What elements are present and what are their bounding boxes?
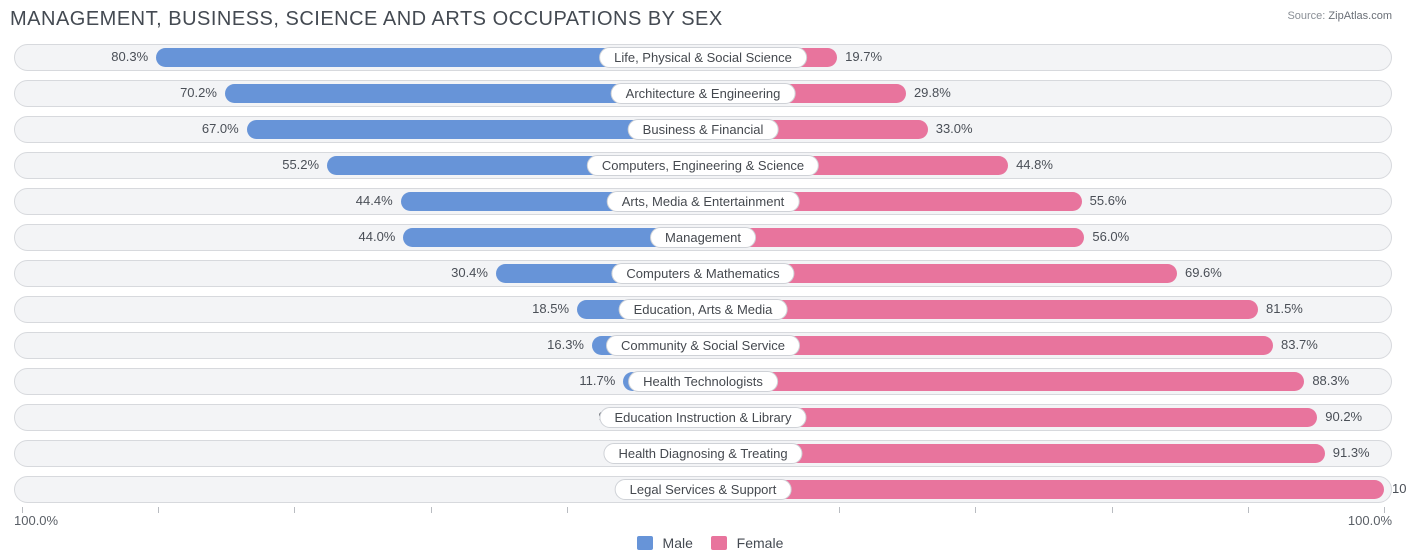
chart-row: 8.7%91.3%Health Diagnosing & Treating (14, 437, 1392, 470)
source-name: ZipAtlas.com (1328, 10, 1392, 22)
pct-label-female: 100.0% (1392, 481, 1406, 496)
category-label: Legal Services & Support (615, 479, 792, 500)
axis-tick (839, 507, 840, 513)
pct-label-male: 30.4% (451, 265, 488, 280)
pct-label-female: 55.6% (1090, 193, 1127, 208)
chart-row: 44.4% 55.6% Arts, Media & Entertainment (14, 185, 1392, 218)
chart-row: 70.2% 29.8% Architecture & Engineering (14, 77, 1392, 110)
pct-label-male: 80.3% (111, 49, 148, 64)
category-label: Community & Social Service (606, 335, 800, 356)
category-label: Arts, Media & Entertainment (607, 191, 800, 212)
pct-label-female: 83.7% (1281, 337, 1318, 352)
legend-label-male: Male (663, 535, 693, 551)
axis-tick (431, 507, 432, 513)
category-label: Health Technologists (628, 371, 778, 392)
axis-tick (975, 507, 976, 513)
axis-row: 100.0% 100.0% (0, 509, 1406, 533)
chart-title: MANAGEMENT, BUSINESS, SCIENCE AND ARTS O… (0, 0, 1406, 37)
pct-label-female: 44.8% (1016, 157, 1053, 172)
pct-label-female: 81.5% (1266, 301, 1303, 316)
pct-label-male: 44.0% (359, 229, 396, 244)
pct-label-female: 90.2% (1325, 409, 1362, 424)
axis-tick (294, 507, 295, 513)
legend-label-female: Female (737, 535, 784, 551)
pct-label-male: 55.2% (282, 157, 319, 172)
axis-left-label: 100.0% (14, 513, 58, 528)
category-label: Management (650, 227, 756, 248)
pct-label-female: 91.3% (1333, 445, 1370, 460)
bar-female (703, 228, 1084, 247)
axis-tick (158, 507, 159, 513)
chart-area: 80.3% 19.7% Life, Physical & Social Scienc… (0, 37, 1406, 506)
pct-label-female: 56.0% (1092, 229, 1129, 244)
chart-row: 0.0%100.0%Legal Services & Support (14, 473, 1392, 506)
source-label: Source: (1287, 10, 1325, 22)
category-label: Business & Financial (628, 119, 779, 140)
pct-label-male: 18.5% (532, 301, 569, 316)
axis-tick (1248, 507, 1249, 513)
category-label: Architecture & Engineering (611, 83, 796, 104)
chart-row: 9.8%90.2%Education Instruction & Library (14, 401, 1392, 434)
axis-tick (567, 507, 568, 513)
category-label: Computers, Engineering & Science (587, 155, 819, 176)
axis-right-label: 100.0% (1348, 513, 1392, 528)
chart-row: 80.3% 19.7% Life, Physical & Social Scienc… (14, 41, 1392, 74)
legend-swatch-male (637, 536, 653, 550)
category-label: Computers & Mathematics (611, 263, 794, 284)
pct-label-female: 88.3% (1312, 373, 1349, 388)
bar-female (703, 480, 1384, 499)
legend: Male Female (0, 533, 1406, 551)
pct-label-male: 16.3% (547, 337, 584, 352)
chart-row: 18.5% 81.5% Education, Arts & Media (14, 293, 1392, 326)
source-attribution: Source: ZipAtlas.com (1287, 10, 1392, 22)
category-label: Education Instruction & Library (599, 407, 806, 428)
chart-row: 11.7% 88.3% Health Technologists (14, 365, 1392, 398)
pct-label-male: 67.0% (202, 121, 239, 136)
pct-label-female: 19.7% (845, 49, 882, 64)
chart-row: 44.0% 56.0% Management (14, 221, 1392, 254)
pct-label-female: 29.8% (914, 85, 951, 100)
chart-row: 16.3% 83.7% Community & Social Service (14, 329, 1392, 362)
bar-female (703, 372, 1304, 391)
category-label: Life, Physical & Social Science (599, 47, 807, 68)
axis-tick (1112, 507, 1113, 513)
pct-label-male: 44.4% (356, 193, 393, 208)
axis-tick (1384, 507, 1385, 513)
pct-label-female: 69.6% (1185, 265, 1222, 280)
chart-row: 55.2% 44.8% Computers, Engineering & Scien… (14, 149, 1392, 182)
chart-row: 67.0% 33.0% Business & Financial (14, 113, 1392, 146)
chart-row: 30.4% 69.6% Computers & Mathematics (14, 257, 1392, 290)
pct-label-male: 70.2% (180, 85, 217, 100)
pct-label-female: 33.0% (936, 121, 973, 136)
legend-swatch-female (711, 536, 727, 550)
category-label: Health Diagnosing & Treating (603, 443, 802, 464)
axis-tick (22, 507, 23, 513)
category-label: Education, Arts & Media (619, 299, 788, 320)
pct-label-male: 11.7% (579, 373, 615, 388)
